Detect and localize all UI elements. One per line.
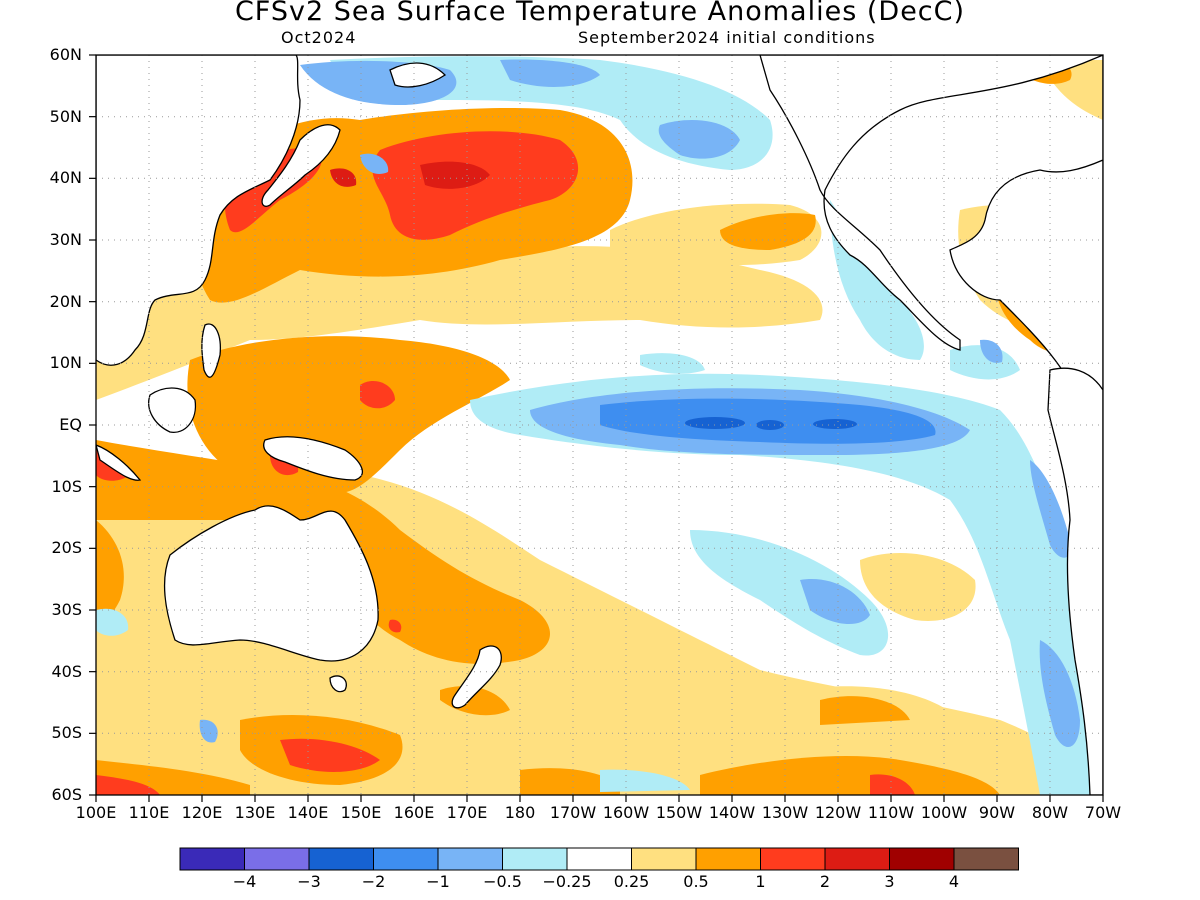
colorbar-label: 0.5 xyxy=(683,872,709,891)
lat-label: 40N xyxy=(49,168,82,188)
lon-label: 160E xyxy=(393,803,435,822)
australia xyxy=(163,505,379,662)
lat-label: EQ xyxy=(59,415,82,434)
lat-label: 20N xyxy=(49,291,82,311)
philippines xyxy=(201,323,221,378)
sakhalin-kamchatka xyxy=(389,62,447,88)
colorbar-swatch xyxy=(502,847,568,871)
lon-label: 170W xyxy=(549,803,597,822)
colorbar-label: −2 xyxy=(361,872,386,891)
lon-label: 100E xyxy=(75,803,117,822)
initial-conditions: September2024 initial conditions xyxy=(578,28,876,47)
land-masses xyxy=(96,55,1103,795)
sumatra xyxy=(96,444,142,481)
south-america xyxy=(1047,367,1103,795)
lon-label: 130W xyxy=(761,803,809,822)
colorbar-swatch xyxy=(953,847,1019,871)
colorbar-swatch xyxy=(566,847,632,871)
lon-label: 90W xyxy=(978,803,1016,822)
colorbar-label: 3 xyxy=(884,872,895,891)
lon-label: 120W xyxy=(814,803,862,822)
lon-label: 150W xyxy=(655,803,703,822)
new-guinea xyxy=(263,436,364,481)
colorbar-swatch xyxy=(244,847,310,871)
colorbar-swatch xyxy=(437,847,503,871)
colorbar-swatch xyxy=(373,847,439,871)
lon-label: 110W xyxy=(867,803,915,822)
lon-label: 150E xyxy=(340,803,382,822)
colorbar-label: −4 xyxy=(232,872,257,891)
axis-ticks xyxy=(89,54,1104,802)
lon-label: 160W xyxy=(602,803,650,822)
lat-label: 10N xyxy=(49,353,82,373)
lon-label: 140W xyxy=(708,803,756,822)
lat-label: 40S xyxy=(51,661,82,681)
japan xyxy=(261,124,341,207)
north-america xyxy=(759,55,1103,411)
new-zealand xyxy=(451,645,502,709)
colorbar-label: −3 xyxy=(297,872,321,891)
lon-label: 130E xyxy=(234,803,276,822)
colorbar-label: 4 xyxy=(948,872,960,891)
colorbar-label: 2 xyxy=(819,872,831,891)
lon-label: 170E xyxy=(446,803,488,822)
lat-label: 60S xyxy=(51,785,82,804)
lat-label: 60N xyxy=(49,45,82,64)
map-title: CFSv2 Sea Surface Temperature Anomalies … xyxy=(234,0,966,27)
colorbar xyxy=(179,847,1019,871)
lat-label: 10S xyxy=(51,476,82,496)
lon-label: 120E xyxy=(181,803,223,822)
borneo xyxy=(148,387,197,433)
colorbar-label: −0.25 xyxy=(542,872,592,891)
lon-label: 110E xyxy=(128,803,170,822)
forecast-month: Oct2024 xyxy=(281,28,357,47)
colorbar-swatch xyxy=(889,847,955,871)
lon-label: 80W xyxy=(1031,803,1069,822)
colorbar-swatch xyxy=(631,847,697,871)
anomaly-2-3 xyxy=(330,161,490,189)
tasmania xyxy=(329,675,347,693)
lat-label: 20S xyxy=(51,538,82,558)
lon-label: 140E xyxy=(287,803,329,822)
colorbar-label: 1 xyxy=(755,872,766,891)
colorbar-swatch xyxy=(695,847,761,871)
lon-label: 100W xyxy=(920,803,968,822)
lon-label: 180 xyxy=(504,803,536,822)
colorbar-label: 0.25 xyxy=(613,872,650,891)
anomaly-field xyxy=(96,55,1103,795)
lat-label: 50S xyxy=(51,723,82,743)
colorbar-swatch xyxy=(824,847,890,871)
lat-label: 30N xyxy=(49,230,82,249)
asia-coast xyxy=(96,55,301,366)
lat-label: 50N xyxy=(49,106,82,126)
lat-label: 30S xyxy=(51,600,82,619)
colorbar-label: −1 xyxy=(426,872,450,891)
colorbar-swatch xyxy=(308,847,374,871)
lon-label: 70W xyxy=(1084,803,1122,822)
colorbar-label: −0.5 xyxy=(483,872,522,891)
colorbar-swatch xyxy=(179,847,245,871)
colorbar-swatch xyxy=(760,847,826,871)
